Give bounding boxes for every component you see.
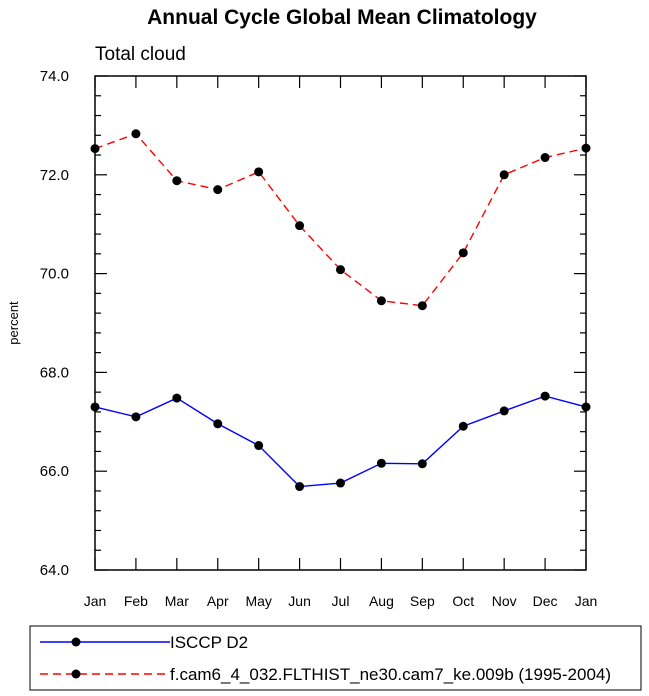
x-tick-label: May bbox=[245, 593, 271, 609]
x-tick-label: Oct bbox=[452, 593, 474, 609]
x-tick-label: Nov bbox=[492, 593, 517, 609]
x-tick-label: Mar bbox=[165, 593, 189, 609]
data-point bbox=[417, 301, 427, 311]
legend-marker bbox=[71, 669, 81, 679]
y-tick-label: 64.0 bbox=[40, 562, 69, 579]
x-tick-label: Sep bbox=[410, 593, 435, 609]
plot-frame bbox=[94, 75, 587, 571]
x-tick-label: Feb bbox=[124, 593, 148, 609]
y-tick-label: 68.0 bbox=[40, 364, 69, 381]
legend-marker bbox=[71, 637, 81, 647]
data-point bbox=[540, 391, 550, 401]
y-tick-label: 70.0 bbox=[40, 266, 69, 283]
y-tick-label: 72.0 bbox=[40, 167, 69, 184]
data-point bbox=[499, 406, 509, 416]
data-point bbox=[295, 482, 305, 492]
chart-subtitle: Total cloud bbox=[95, 44, 186, 65]
data-point bbox=[376, 296, 386, 306]
data-point bbox=[458, 248, 468, 258]
series-line bbox=[94, 395, 587, 488]
data-point bbox=[376, 458, 386, 468]
x-tick-label: Aug bbox=[369, 593, 394, 609]
data-point bbox=[336, 478, 345, 488]
legend-label: f.cam6_4_032.FLTHIST_ne30.cam7_ke.009b (… bbox=[170, 665, 611, 684]
x-tick-label: Jun bbox=[288, 593, 311, 609]
y-tick-label: 74.0 bbox=[40, 68, 69, 85]
data-point bbox=[172, 176, 182, 186]
series-line bbox=[94, 132, 587, 307]
chart-title: Annual Cycle Global Mean Climatology bbox=[147, 6, 537, 29]
data-point bbox=[131, 412, 141, 422]
data-point bbox=[295, 221, 305, 231]
x-tick-label: Jan bbox=[84, 593, 107, 609]
legend-box bbox=[29, 625, 642, 691]
data-point bbox=[499, 170, 509, 180]
data-point bbox=[417, 459, 427, 469]
data-point bbox=[131, 129, 141, 139]
y-tick-label: 66.0 bbox=[40, 463, 69, 480]
data-point bbox=[254, 441, 264, 451]
x-tick-label: Dec bbox=[533, 593, 558, 609]
x-tick-label: Apr bbox=[207, 593, 229, 609]
data-point bbox=[213, 185, 223, 195]
data-point bbox=[540, 153, 550, 163]
data-point bbox=[336, 265, 345, 275]
data-point bbox=[213, 419, 223, 429]
data-point bbox=[458, 421, 468, 431]
legend-label: ISCCP D2 bbox=[170, 633, 248, 652]
data-point bbox=[172, 393, 182, 403]
data-point bbox=[254, 167, 264, 177]
x-tick-label: Jul bbox=[332, 593, 350, 609]
legend: ISCCP D2 f.cam6_4_032.FLTHIST_ne30.cam7_k… bbox=[29, 625, 642, 691]
y-axis-label: percent bbox=[6, 301, 21, 345]
x-tick-label: Jan bbox=[575, 593, 598, 609]
